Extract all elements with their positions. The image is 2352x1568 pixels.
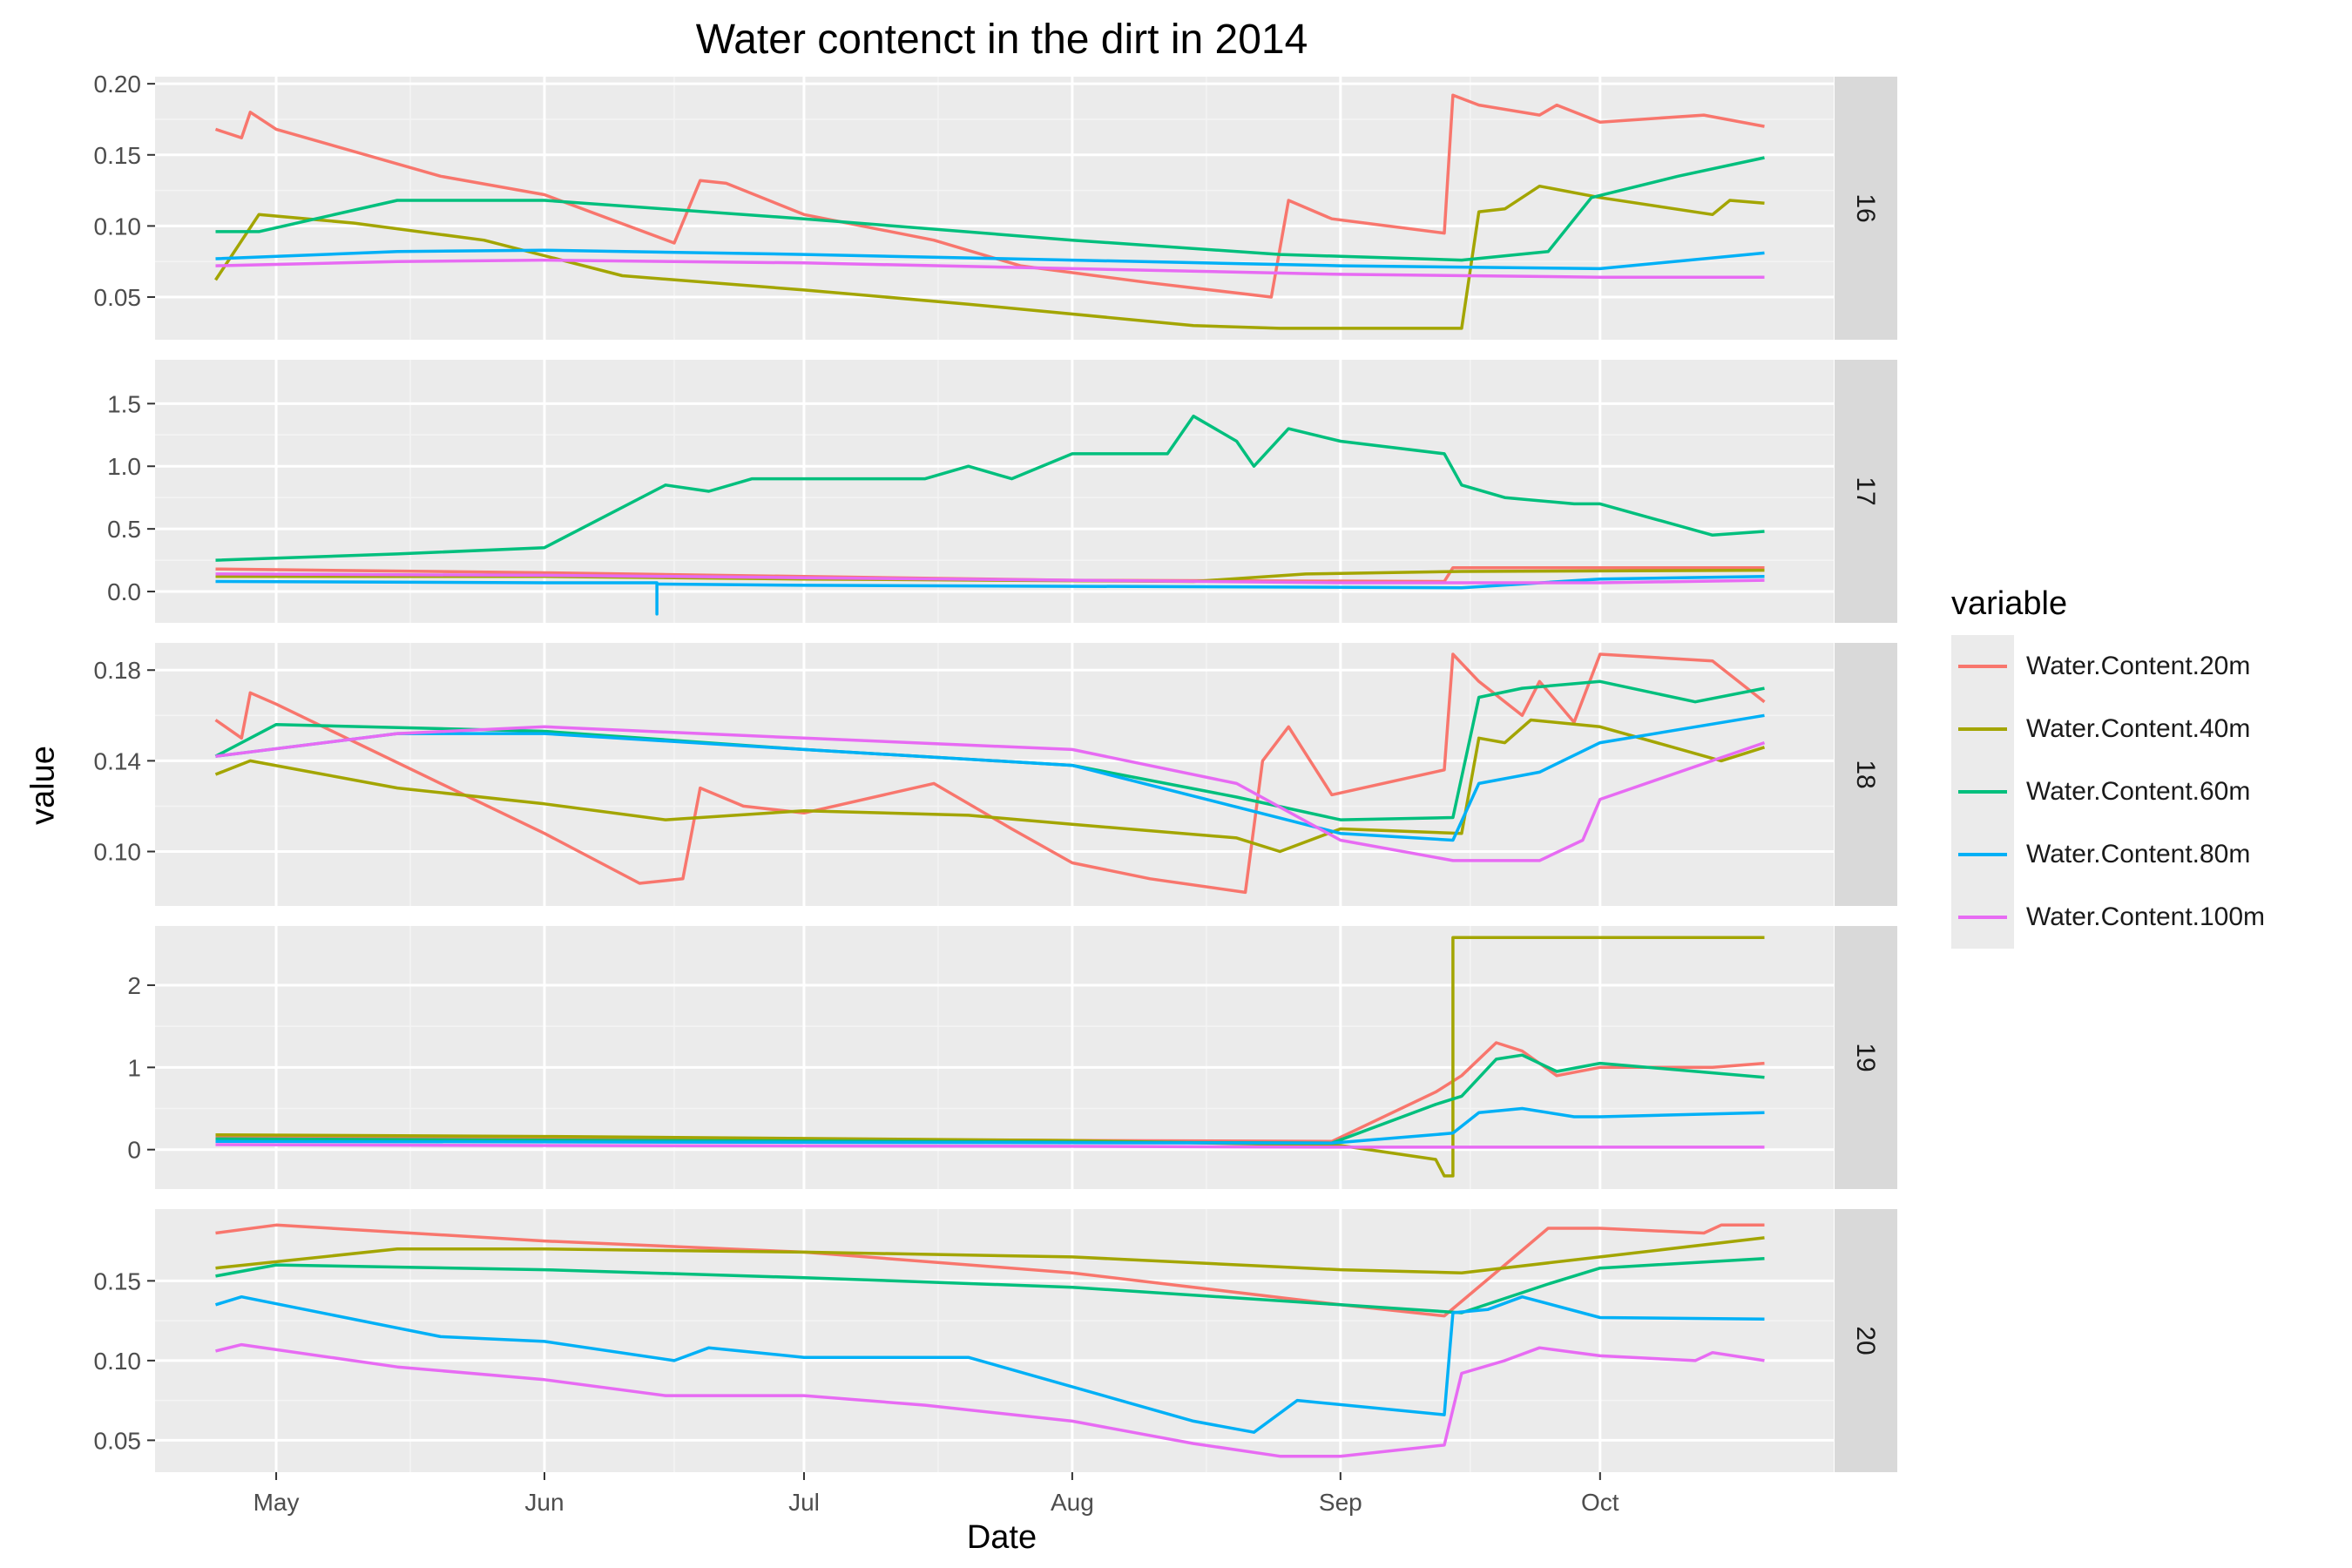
y-tick-label: 0.05 — [94, 284, 142, 311]
series-line-water-content-100m — [215, 258, 1765, 279]
y-tick-label: 1 — [127, 1054, 141, 1081]
legend-key-line — [1958, 853, 2007, 856]
series-line-water-content-100m — [215, 725, 1766, 862]
series-line-water-content-80m — [215, 248, 1765, 271]
y-tick-label: 0.15 — [94, 1267, 142, 1294]
series-line-water-content-100m — [215, 1342, 1765, 1458]
series-line-water-content-100m — [215, 572, 1765, 585]
series-line-water-content-80m — [214, 1294, 1765, 1434]
legend-key-line — [1958, 790, 2007, 794]
facet-strip — [1835, 643, 1897, 906]
facet-panel-20: 0.05 0.10 0.15 20 — [94, 1209, 1897, 1472]
facet-strip — [1835, 360, 1897, 623]
legend-key — [1951, 823, 2014, 886]
legend-key — [1951, 698, 2014, 760]
series-line-water-content-20m — [215, 1223, 1765, 1318]
legend: variable Water.Content.20m Water.Content.… — [1951, 585, 2265, 949]
legend-key — [1951, 886, 2014, 949]
series-line-water-content-20m — [214, 93, 1765, 299]
legend-item: Water.Content.100m — [1951, 886, 2265, 949]
series-line-water-content-100m — [215, 1143, 1765, 1149]
y-tick-label: 0.0 — [107, 578, 141, 605]
legend-label: Water.Content.20m — [2026, 652, 2251, 680]
series-line-water-content-40m — [214, 184, 1765, 330]
facet-strip-label: 20 — [1851, 1326, 1880, 1355]
y-tick-label: 0 — [127, 1137, 141, 1164]
legend-label: Water.Content.60m — [2026, 777, 2251, 806]
x-tick-label: Sep — [1319, 1489, 1362, 1516]
facet-panel-16: 0.05 0.10 0.15 0.20 16 — [94, 71, 1897, 340]
legend-item: Water.Content.20m — [1951, 635, 2265, 698]
x-tick-label: Aug — [1051, 1489, 1094, 1516]
legend-key-line — [1958, 727, 2007, 731]
y-tick-label: 0.10 — [94, 213, 142, 240]
facet-strip-label: 16 — [1851, 193, 1880, 222]
facet-panel-19: 0 1 2 19 — [127, 926, 1897, 1189]
series-line-water-content-20m — [214, 652, 1766, 895]
legend-title: variable — [1951, 585, 2068, 622]
chart-title: Water contenct in the dirt in 2014 — [695, 17, 1308, 63]
legend-item: Water.Content.80m — [1951, 823, 2265, 886]
legend-key-line — [1958, 916, 2007, 919]
y-tick-label: 2 — [127, 972, 141, 999]
x-tick-label: Jul — [788, 1489, 820, 1516]
facet-strip — [1835, 1209, 1897, 1472]
legend-key — [1951, 760, 2014, 823]
facet-strip — [1835, 77, 1897, 340]
x-tick-label: Jun — [524, 1489, 564, 1516]
legend-label: Water.Content.80m — [2026, 840, 2251, 868]
y-tick-label: 0.20 — [94, 71, 142, 98]
legend-item: Water.Content.60m — [1951, 760, 2265, 823]
y-tick-label: 1.5 — [107, 390, 141, 417]
facet-strip — [1835, 926, 1897, 1189]
x-axis-title: Date — [966, 1519, 1037, 1556]
series-line-water-content-40m — [215, 936, 1765, 1178]
x-tick-label: Oct — [1581, 1489, 1619, 1516]
facet-panel-17: 0.0 0.5 1.0 1.5 17 — [107, 360, 1897, 623]
y-tick-label: 0.05 — [94, 1427, 142, 1454]
x-tick-label: May — [253, 1489, 300, 1516]
facet-panel-18: 0.10 0.14 0.18 18 — [94, 643, 1897, 906]
legend-key-line — [1958, 665, 2007, 668]
y-tick-label: 0.15 — [94, 142, 142, 169]
legend-label: Water.Content.100m — [2026, 902, 2266, 931]
y-tick-label: 0.10 — [94, 839, 142, 866]
series-line-water-content-40m — [215, 1236, 1765, 1274]
facet-strip-label: 17 — [1851, 476, 1880, 505]
legend-key — [1951, 635, 2014, 698]
y-tick-label: 0.14 — [94, 747, 142, 774]
facet-strip-label: 19 — [1851, 1043, 1880, 1071]
series-line-water-content-60m — [215, 1053, 1765, 1145]
y-tick-label: 0.5 — [107, 516, 141, 543]
series-line-water-content-60m — [215, 1256, 1765, 1315]
facet-strip-label: 18 — [1851, 760, 1880, 788]
series-line-water-content-40m — [214, 718, 1766, 854]
y-axis-title: value — [24, 746, 62, 825]
series-line-water-content-60m — [215, 156, 1765, 262]
panel-background — [155, 1209, 1834, 1472]
y-tick-label: 1.0 — [107, 453, 141, 480]
series-line-water-content-60m — [215, 414, 1765, 562]
series-line-water-content-80m — [215, 1106, 1765, 1145]
legend-item: Water.Content.40m — [1951, 698, 2265, 760]
series-line-water-content-80m — [215, 713, 1765, 842]
series-line-water-content-60m — [214, 679, 1765, 821]
legend-items: Water.Content.20m Water.Content.40m Water.… — [1951, 635, 2265, 949]
y-tick-label: 0.10 — [94, 1348, 142, 1375]
legend-label: Water.Content.40m — [2026, 714, 2251, 743]
y-tick-label: 0.18 — [94, 657, 142, 684]
